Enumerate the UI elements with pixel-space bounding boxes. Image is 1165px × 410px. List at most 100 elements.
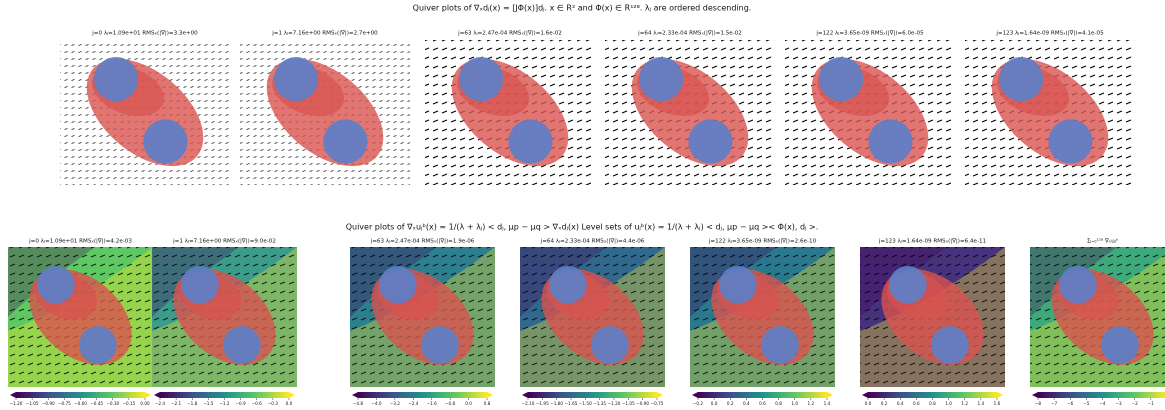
cluster-q	[323, 119, 368, 164]
colorbar-end	[827, 392, 833, 398]
colorbar-label: −1.05	[622, 401, 635, 406]
panel-title: j=123 λⱼ=1.64e-09 RMSₓ(|∇|)=4.1e-05	[995, 31, 1104, 37]
cluster-q	[421, 326, 459, 364]
cluster-p	[379, 265, 417, 304]
cluster-p	[1059, 265, 1097, 304]
colorbar-label: −0.8	[445, 401, 456, 406]
colorbar-label: 1.4	[824, 401, 831, 406]
cluster-q	[591, 326, 629, 364]
cluster-p	[549, 265, 587, 304]
colorbar-end	[487, 392, 493, 398]
panel-title: j=63 λⱼ=2.47e-04 RMSₓ(|∇|)=1.9e-06	[370, 239, 475, 245]
cluster-p	[999, 57, 1044, 102]
colorbar-label: −1.65	[565, 401, 578, 406]
cluster-q	[223, 326, 261, 364]
colorbar-label: −7	[1051, 401, 1058, 406]
colorbar-label: −0.2	[693, 401, 704, 406]
cluster-p	[274, 57, 319, 102]
panel-title: j=1 λⱼ=7.16e+00 RMSₓ(|∇|)=9.0e-02	[172, 239, 276, 245]
colorbar	[160, 392, 289, 398]
panel-title: j=64 λⱼ=2.33e-04 RMSₓ(|∇|)=4.4e-06	[540, 239, 645, 245]
cluster-q	[868, 119, 913, 164]
colorbar-end	[657, 392, 663, 398]
colorbar-label: 0.8	[484, 401, 491, 406]
cluster-p	[719, 265, 757, 304]
colorbar-label: −4.0	[371, 401, 382, 406]
colorbar-label: 0.0	[465, 401, 472, 406]
colorbar-label: 0.0	[865, 401, 872, 406]
colorbar	[1038, 392, 1165, 398]
colorbar-label: 0.8	[929, 401, 936, 406]
panel-title: j=63 λⱼ=2.47e-04 RMSₓ(|∇|)=1.6e-02	[457, 31, 562, 37]
panel-title: Σⱼ₌₀¹²⁸ ∇ₓuⱼᵇ	[1087, 238, 1119, 245]
colorbar-label: −0.75	[651, 401, 664, 406]
colorbar	[868, 392, 997, 398]
colorbar-label: −2.4	[155, 401, 166, 406]
cluster-q	[761, 326, 799, 364]
top-panel: j=123 λⱼ=1.64e-09 RMSₓ(|∇|)=4.1e-05	[965, 31, 1135, 185]
colorbar-label: −0.15	[122, 401, 135, 406]
colorbar-label: −1.05	[26, 401, 39, 406]
colorbar-label: −0.90	[636, 401, 649, 406]
colorbar-end	[692, 392, 698, 398]
bottom-panel: j=0 λⱼ=1.09e+01 RMSₓ(|∇|)=4.2e-03 −1.20 −1…	[8, 239, 153, 406]
colorbar	[16, 392, 145, 398]
colorbar-label: 0.2	[881, 401, 888, 406]
cluster-q	[1101, 326, 1139, 364]
colorbar-label: −2.4	[408, 401, 419, 406]
colorbar-label: −0.45	[90, 401, 103, 406]
cluster-p	[94, 57, 139, 102]
panel-title: j=1 λⱼ=7.16e+00 RMSₓ(|∇|)=2.7e+00	[271, 31, 378, 37]
colorbar-end	[154, 392, 160, 398]
colorbar-label: −0.30	[106, 401, 119, 406]
cluster-q	[79, 326, 117, 364]
colorbar-label: 0.8	[775, 401, 782, 406]
colorbar-label: −3.2	[390, 401, 401, 406]
colorbar-label: 0.6	[913, 401, 920, 406]
cluster-q	[688, 119, 733, 164]
colorbar-label: −1.35	[593, 401, 606, 406]
colorbar-label: 0.0	[286, 401, 293, 406]
cluster-p	[37, 265, 75, 304]
colorbar-label: −1.2	[219, 401, 230, 406]
colorbar-label: −1.50	[579, 401, 592, 406]
colorbar-end	[289, 392, 295, 398]
cluster-p	[889, 265, 927, 304]
colorbar-label: −5	[1083, 401, 1090, 406]
colorbar-label: −0.75	[58, 401, 71, 406]
colorbar-end	[145, 392, 151, 398]
bottom-panel: j=64 λⱼ=2.33e-04 RMSₓ(|∇|)=4.4e-06 −2.10 −…	[520, 239, 665, 406]
colorbar	[358, 392, 487, 398]
colorbar-label: −0.90	[42, 401, 55, 406]
colorbar-end	[1032, 392, 1038, 398]
bottom-panel: j=122 λⱼ=3.65e-09 RMSₓ(|∇|)=2.6e-10 −0.2 0…	[690, 239, 835, 406]
colorbar-label: 0.00	[140, 401, 150, 406]
colorbar-label: −1.20	[10, 401, 23, 406]
colorbar-label: 1.2	[961, 401, 968, 406]
bottom-title: Quiver plots of ∇ₓuⱼᵇ(x) = 1/(λ + λⱼ) < …	[346, 223, 819, 232]
colorbar-label: 0.0	[711, 401, 718, 406]
cluster-q	[931, 326, 969, 364]
colorbar-label: −2.1	[171, 401, 182, 406]
colorbar-label: 1.0	[791, 401, 798, 406]
colorbar-label: −3	[1116, 401, 1123, 406]
colorbar-label: −2.10	[522, 401, 535, 406]
cluster-p	[181, 265, 219, 304]
panel-title: j=64 λⱼ=2.33e-04 RMSₓ(|∇|)=1.5e-02	[637, 31, 742, 37]
top-title: Quiver plots of ∇ₓdⱼ(x) = [JΦ(x)]dⱼ. x ∈…	[413, 4, 752, 13]
colorbar-label: 0.2	[727, 401, 734, 406]
colorbar-label: −0.6	[252, 401, 263, 406]
colorbar-label: −1.6	[427, 401, 438, 406]
panel-title: j=0 λⱼ=1.09e+01 RMSₓ(|∇|)=3.3e+00	[91, 31, 198, 37]
colorbar-label: −1.8	[187, 401, 198, 406]
colorbar-label: −0.3	[268, 401, 279, 406]
bottom-panel: Σⱼ₌₀¹²⁸ ∇ₓuⱼᵇ−8−7−6−5−4−3−2−10	[1030, 238, 1165, 406]
cluster-q	[1048, 119, 1093, 164]
colorbar-label: 0.4	[897, 401, 904, 406]
colorbar-label: 1.6	[994, 401, 1001, 406]
colorbar	[528, 392, 657, 398]
colorbar-label: −4	[1099, 401, 1106, 406]
cluster-p	[459, 57, 504, 102]
top-panel: j=63 λⱼ=2.47e-04 RMSₓ(|∇|)=1.6e-02	[425, 31, 595, 185]
colorbar-end	[522, 392, 528, 398]
